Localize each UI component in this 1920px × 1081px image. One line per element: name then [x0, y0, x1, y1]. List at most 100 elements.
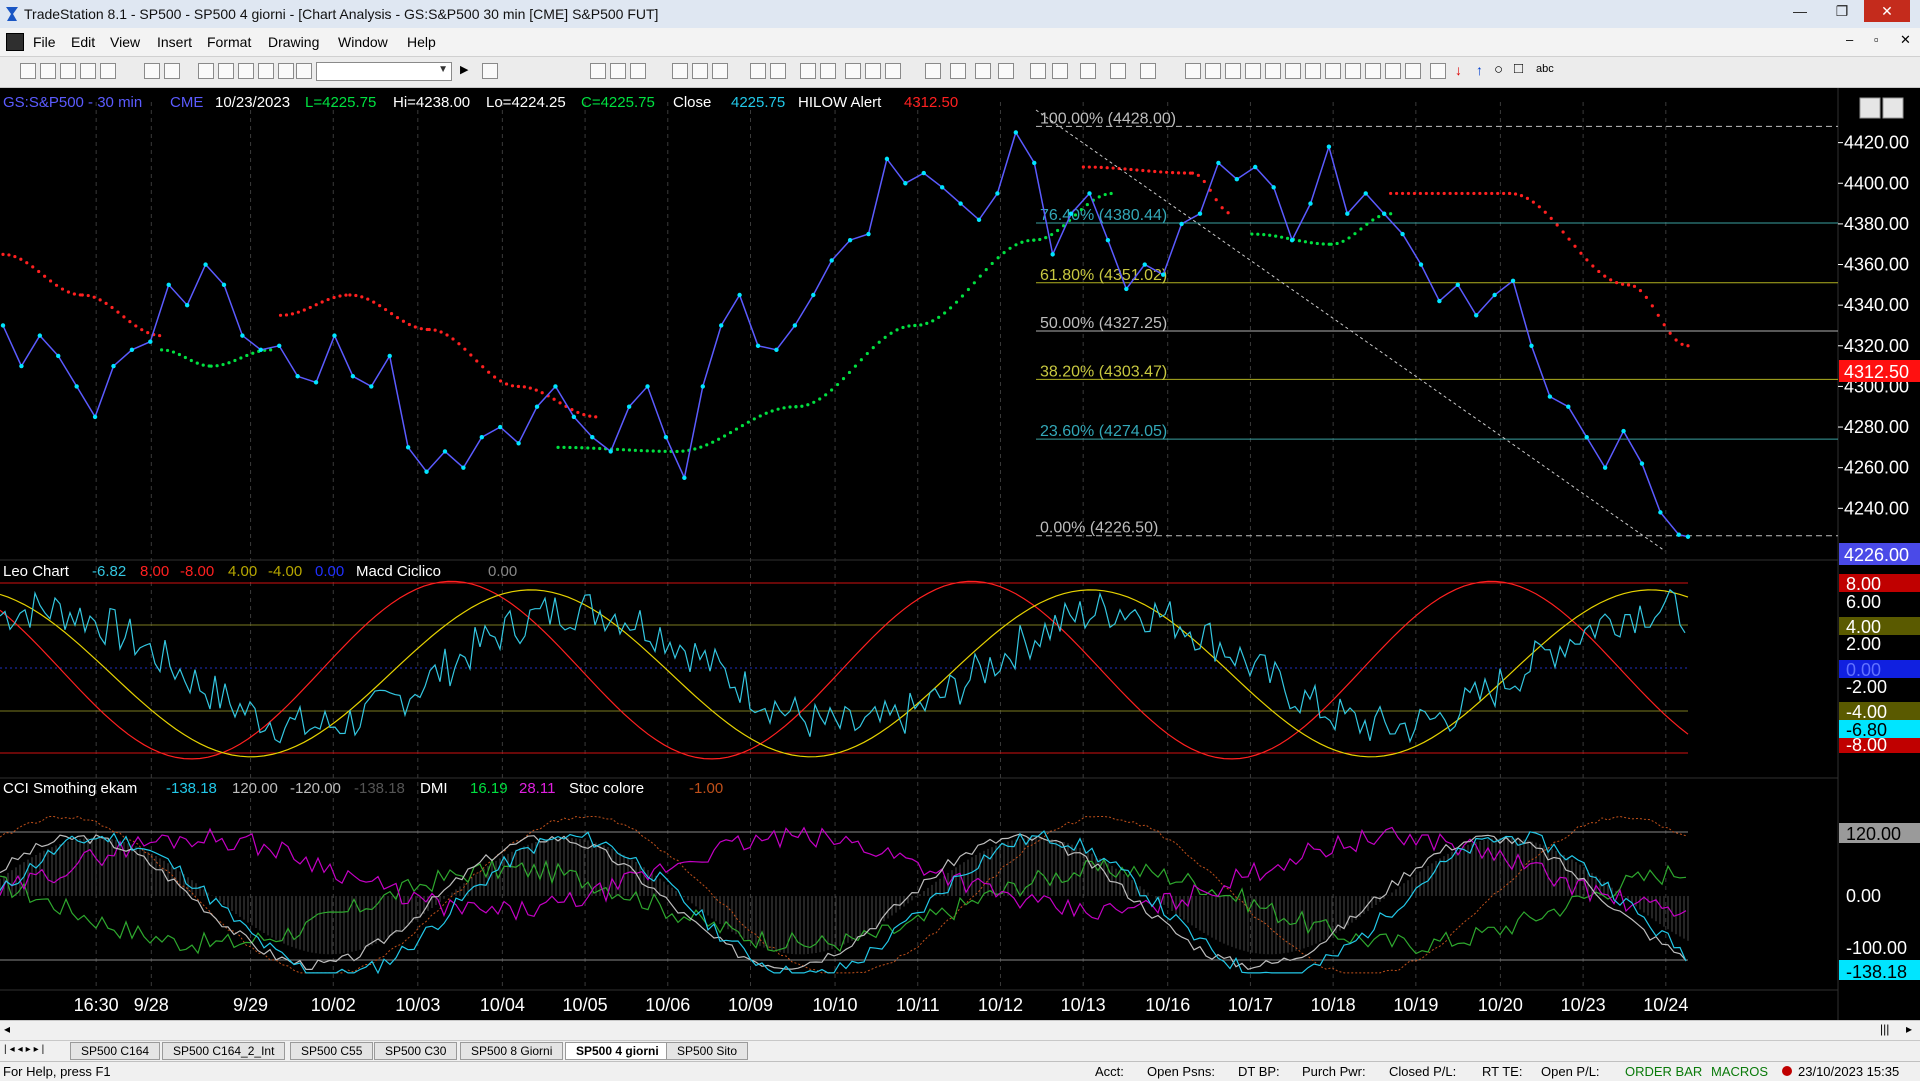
open-icon[interactable]: [40, 63, 56, 79]
sar-dot: [1002, 251, 1006, 255]
scroll-handle-icon[interactable]: |||: [1880, 1022, 1890, 1036]
channel-icon[interactable]: [1245, 63, 1261, 79]
rectangle-icon[interactable]: □: [1514, 60, 1524, 77]
sar-dot: [177, 352, 182, 357]
tile-icon[interactable]: [218, 63, 234, 79]
tab-sp500-sito[interactable]: SP500 Sito: [666, 1042, 749, 1060]
document-icon[interactable]: [6, 33, 24, 51]
link-icon[interactable]: [258, 63, 274, 79]
quotes-icon[interactable]: [820, 63, 836, 79]
stretch-icon[interactable]: [885, 63, 901, 79]
crosshair-icon[interactable]: [1052, 63, 1068, 79]
palette-icon[interactable]: [296, 63, 312, 79]
menu-format[interactable]: Format: [207, 34, 252, 50]
alert-icon[interactable]: [1140, 63, 1156, 79]
menu-edit[interactable]: Edit: [71, 34, 96, 50]
arrow-down-icon[interactable]: ↓: [1455, 62, 1462, 78]
chart-analysis-window[interactable]: 100.00% (4428.00) 76.40% (4380.44) 61.80% …: [0, 88, 1920, 1020]
tab-sp500-c55[interactable]: SP500 C55: [290, 1042, 374, 1060]
trendline[interactable]: [1035, 109, 1666, 552]
new-icon[interactable]: [20, 63, 36, 79]
print-preview-icon[interactable]: [144, 63, 160, 79]
gann-icon[interactable]: [1325, 63, 1341, 79]
scroll-left-icon[interactable]: ◂: [4, 1022, 11, 1036]
panel-restore-button[interactable]: [1882, 97, 1904, 119]
save-icon[interactable]: [60, 63, 76, 79]
fibonacci-retracement[interactable]: 100.00% (4428.00) 76.40% (4380.44) 61.80% …: [1036, 110, 1838, 537]
close-button[interactable]: ✕: [1864, 0, 1910, 22]
chart-matrix-icon[interactable]: [630, 63, 646, 79]
tab-sp500-4-giorni[interactable]: SP500 4 giorni: [565, 1042, 670, 1060]
format-icon[interactable]: [278, 63, 294, 79]
time-axis-label: 10/10: [813, 995, 858, 1015]
fit-icon[interactable]: [845, 63, 861, 79]
expand-icon[interactable]: [865, 63, 881, 79]
sar-dot: [889, 331, 893, 335]
chart-canvas[interactable]: 100.00% (4428.00) 76.40% (4380.44) 61.80% …: [0, 88, 1920, 1020]
doc-restore-button[interactable]: ▫: [1874, 32, 1879, 47]
tools-icon[interactable]: [1080, 63, 1096, 79]
arrows-icon[interactable]: [1345, 63, 1361, 79]
lock-icon[interactable]: [238, 63, 254, 79]
chart-grid-icon[interactable]: [610, 63, 626, 79]
price-point: [1474, 313, 1479, 318]
order-bar-button[interactable]: ORDER BAR: [1625, 1064, 1703, 1079]
arrow-up-icon[interactable]: ↑: [1476, 62, 1483, 78]
scroll-right-icon[interactable]: ▸: [1906, 1022, 1913, 1036]
macros-button[interactable]: MACROS: [1711, 1064, 1769, 1079]
text-icon[interactable]: abc: [1536, 63, 1554, 75]
trendline-icon[interactable]: [1185, 63, 1201, 79]
fib-icon[interactable]: [1265, 63, 1281, 79]
chart-bar-icon[interactable]: [590, 63, 606, 79]
tab-sp500-8-giorni[interactable]: SP500 8 Giorni: [460, 1042, 564, 1060]
paste-icon[interactable]: [100, 63, 116, 79]
menu-file[interactable]: File: [33, 34, 56, 50]
tab-sp500-c164-2-int[interactable]: SP500 C164_2_Int: [162, 1042, 286, 1060]
menu-help[interactable]: Help: [407, 34, 436, 50]
andrews-icon[interactable]: [1305, 63, 1321, 79]
zoom-out-icon[interactable]: [998, 63, 1014, 79]
vline-icon[interactable]: [1205, 63, 1221, 79]
tab-nav-icon[interactable]: |◂◂▸▸|: [4, 1044, 48, 1055]
workspace-select[interactable]: ▼: [316, 62, 452, 81]
price-axis[interactable]: 4420.00 4400.00 4380.00 4360.00 4340.00 4320.…: [1838, 133, 1909, 519]
window-icon[interactable]: [198, 63, 214, 79]
tab-sp500-c164[interactable]: SP500 C164: [70, 1042, 161, 1060]
menu-insert[interactable]: Insert: [157, 34, 193, 50]
minimize-button[interactable]: —: [1793, 3, 1807, 19]
play-icon[interactable]: ▶: [460, 64, 469, 76]
pencil-icon[interactable]: [1405, 63, 1421, 79]
sar-dot: [954, 300, 959, 304]
speed-lines-icon[interactable]: [1285, 63, 1301, 79]
pointer-icon[interactable]: [1030, 63, 1046, 79]
curve-icon[interactable]: [1430, 63, 1446, 79]
menu-view[interactable]: View: [110, 34, 141, 50]
doc-close-button[interactable]: ✕: [1900, 32, 1911, 47]
copy-icon[interactable]: [80, 63, 96, 79]
arc-icon[interactable]: [1385, 63, 1401, 79]
hline-icon[interactable]: [1225, 63, 1241, 79]
fib-label: 76.40% (4380.44): [1040, 207, 1167, 224]
zoom-in-icon[interactable]: [975, 63, 991, 79]
scroll-left-icon[interactable]: [925, 63, 941, 79]
indicator-icon[interactable]: [672, 63, 688, 79]
menu-drawing[interactable]: Drawing: [268, 34, 320, 50]
strategy-icon[interactable]: [692, 63, 708, 79]
data-window-icon[interactable]: [1110, 63, 1126, 79]
parallel-icon[interactable]: [1365, 63, 1381, 79]
scroll-right-icon[interactable]: [950, 63, 966, 79]
radar-icon[interactable]: [750, 63, 766, 79]
panel-minimize-button[interactable]: [1859, 97, 1881, 119]
doc-minimize-button[interactable]: –: [1846, 32, 1854, 47]
print-icon[interactable]: [164, 63, 180, 79]
menu-window[interactable]: Window: [338, 34, 388, 50]
time-axis[interactable]: 16:30 9/28 9/29 10/02 10/03 10/04 10/05 10/06 10…: [74, 995, 1689, 1015]
horizontal-scrollbar[interactable]: ◂ ||| ▸: [0, 1020, 1920, 1039]
matrix-icon[interactable]: [800, 63, 816, 79]
scanner-icon[interactable]: [712, 63, 728, 79]
ellipse-icon[interactable]: ○: [1494, 61, 1504, 78]
tab-sp500-c30[interactable]: SP500 C30: [374, 1042, 458, 1060]
maximize-button[interactable]: ❐: [1835, 3, 1849, 19]
news-icon[interactable]: [770, 63, 786, 79]
find-icon[interactable]: [482, 63, 498, 79]
